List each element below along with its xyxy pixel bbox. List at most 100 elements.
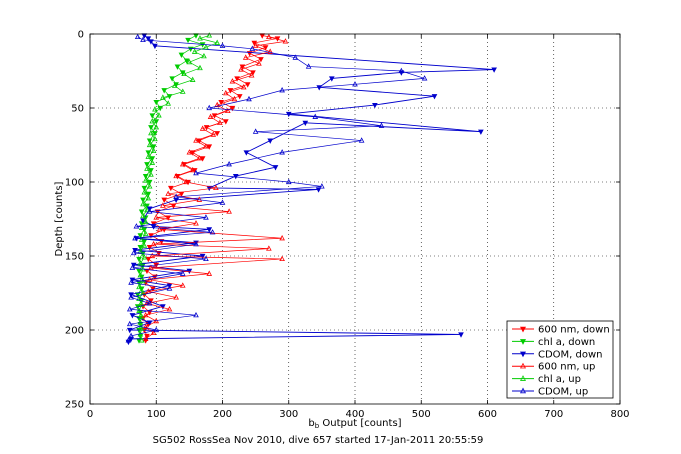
data-point bbox=[142, 311, 149, 318]
data-point bbox=[213, 184, 219, 190]
data-point bbox=[252, 128, 259, 134]
data-point bbox=[189, 166, 196, 173]
data-point bbox=[152, 106, 158, 112]
data-point bbox=[126, 320, 133, 327]
data-point bbox=[141, 242, 148, 248]
data-point bbox=[252, 42, 259, 48]
data-point bbox=[142, 323, 149, 330]
data-point bbox=[218, 100, 224, 106]
data-point bbox=[305, 63, 312, 69]
data-point bbox=[160, 94, 166, 100]
data-point bbox=[146, 141, 153, 148]
data-point bbox=[142, 335, 149, 341]
data-point bbox=[141, 185, 148, 192]
data-point bbox=[144, 206, 150, 213]
data-point bbox=[203, 143, 209, 149]
data-point bbox=[145, 191, 152, 198]
data-point bbox=[431, 94, 438, 100]
y-tick-label: 100 bbox=[65, 178, 84, 189]
data-point bbox=[189, 76, 196, 82]
data-point bbox=[128, 279, 134, 285]
data-point bbox=[231, 95, 238, 102]
data-point bbox=[146, 300, 153, 306]
data-point bbox=[185, 37, 191, 44]
data-point bbox=[146, 179, 153, 186]
data-point bbox=[219, 42, 226, 48]
x-tick-label: 100 bbox=[147, 409, 166, 420]
series-line bbox=[128, 36, 425, 341]
data-point bbox=[156, 112, 162, 118]
data-point bbox=[203, 214, 209, 220]
data-point bbox=[174, 64, 181, 70]
data-point bbox=[142, 177, 149, 183]
data-point bbox=[266, 245, 272, 251]
data-point bbox=[173, 172, 179, 179]
data-point bbox=[266, 33, 272, 40]
data-point bbox=[148, 233, 154, 239]
data-point bbox=[246, 95, 252, 102]
ticks: 0 100 200 300 400 500 600 700 800 0 50 100 150 200 250 bbox=[65, 30, 630, 421]
data-point bbox=[138, 313, 145, 319]
data-point bbox=[206, 270, 213, 276]
data-point bbox=[285, 178, 292, 185]
data-point bbox=[372, 102, 378, 109]
data-point bbox=[148, 171, 154, 177]
data-point bbox=[137, 233, 144, 239]
data-point bbox=[136, 283, 142, 290]
legend-marker bbox=[519, 339, 527, 345]
legend-box bbox=[506, 320, 614, 399]
series-layer bbox=[125, 32, 497, 346]
data-point bbox=[243, 150, 250, 156]
data-point bbox=[146, 183, 153, 189]
data-point bbox=[199, 125, 206, 131]
data-point bbox=[203, 255, 209, 262]
legend-label: chl a, up bbox=[538, 374, 581, 385]
data-point bbox=[214, 39, 221, 45]
data-point bbox=[358, 137, 365, 143]
data-point bbox=[421, 75, 428, 81]
data-point bbox=[478, 129, 484, 135]
data-point bbox=[267, 138, 274, 144]
data-point bbox=[126, 327, 133, 334]
x-axis-label: bb Output [counts] bbox=[308, 418, 401, 430]
x-tick-label: 300 bbox=[279, 409, 298, 420]
data-point bbox=[244, 82, 251, 88]
data-point bbox=[140, 218, 146, 224]
data-point bbox=[153, 119, 160, 125]
data-point bbox=[179, 270, 186, 276]
data-point bbox=[150, 329, 157, 336]
data-point bbox=[144, 165, 150, 171]
data-point bbox=[137, 260, 144, 266]
data-point bbox=[312, 113, 319, 119]
data-point bbox=[149, 252, 156, 259]
data-point bbox=[282, 38, 289, 44]
data-point bbox=[138, 209, 145, 215]
data-point bbox=[197, 35, 203, 41]
data-point bbox=[160, 202, 166, 208]
data-point bbox=[292, 54, 299, 60]
y-tick-label: 150 bbox=[65, 252, 84, 263]
data-point bbox=[267, 48, 274, 54]
data-point bbox=[279, 86, 285, 93]
data-point bbox=[181, 70, 187, 77]
data-point bbox=[140, 212, 146, 219]
data-point bbox=[193, 169, 199, 176]
data-point bbox=[193, 240, 199, 247]
data-point bbox=[145, 153, 152, 159]
data-point bbox=[148, 264, 154, 270]
x-tick-label: 700 bbox=[544, 409, 563, 420]
data-point bbox=[378, 122, 385, 128]
data-point bbox=[248, 72, 255, 78]
data-point bbox=[279, 149, 285, 155]
data-point bbox=[129, 264, 136, 270]
data-point bbox=[206, 227, 213, 233]
data-point bbox=[203, 44, 209, 50]
data-point bbox=[156, 226, 163, 232]
series-4 bbox=[136, 32, 221, 343]
data-point bbox=[152, 43, 158, 50]
data-point bbox=[142, 230, 149, 236]
data-point bbox=[149, 118, 156, 124]
data-point bbox=[136, 268, 142, 275]
y-tick-label: 200 bbox=[65, 326, 84, 337]
